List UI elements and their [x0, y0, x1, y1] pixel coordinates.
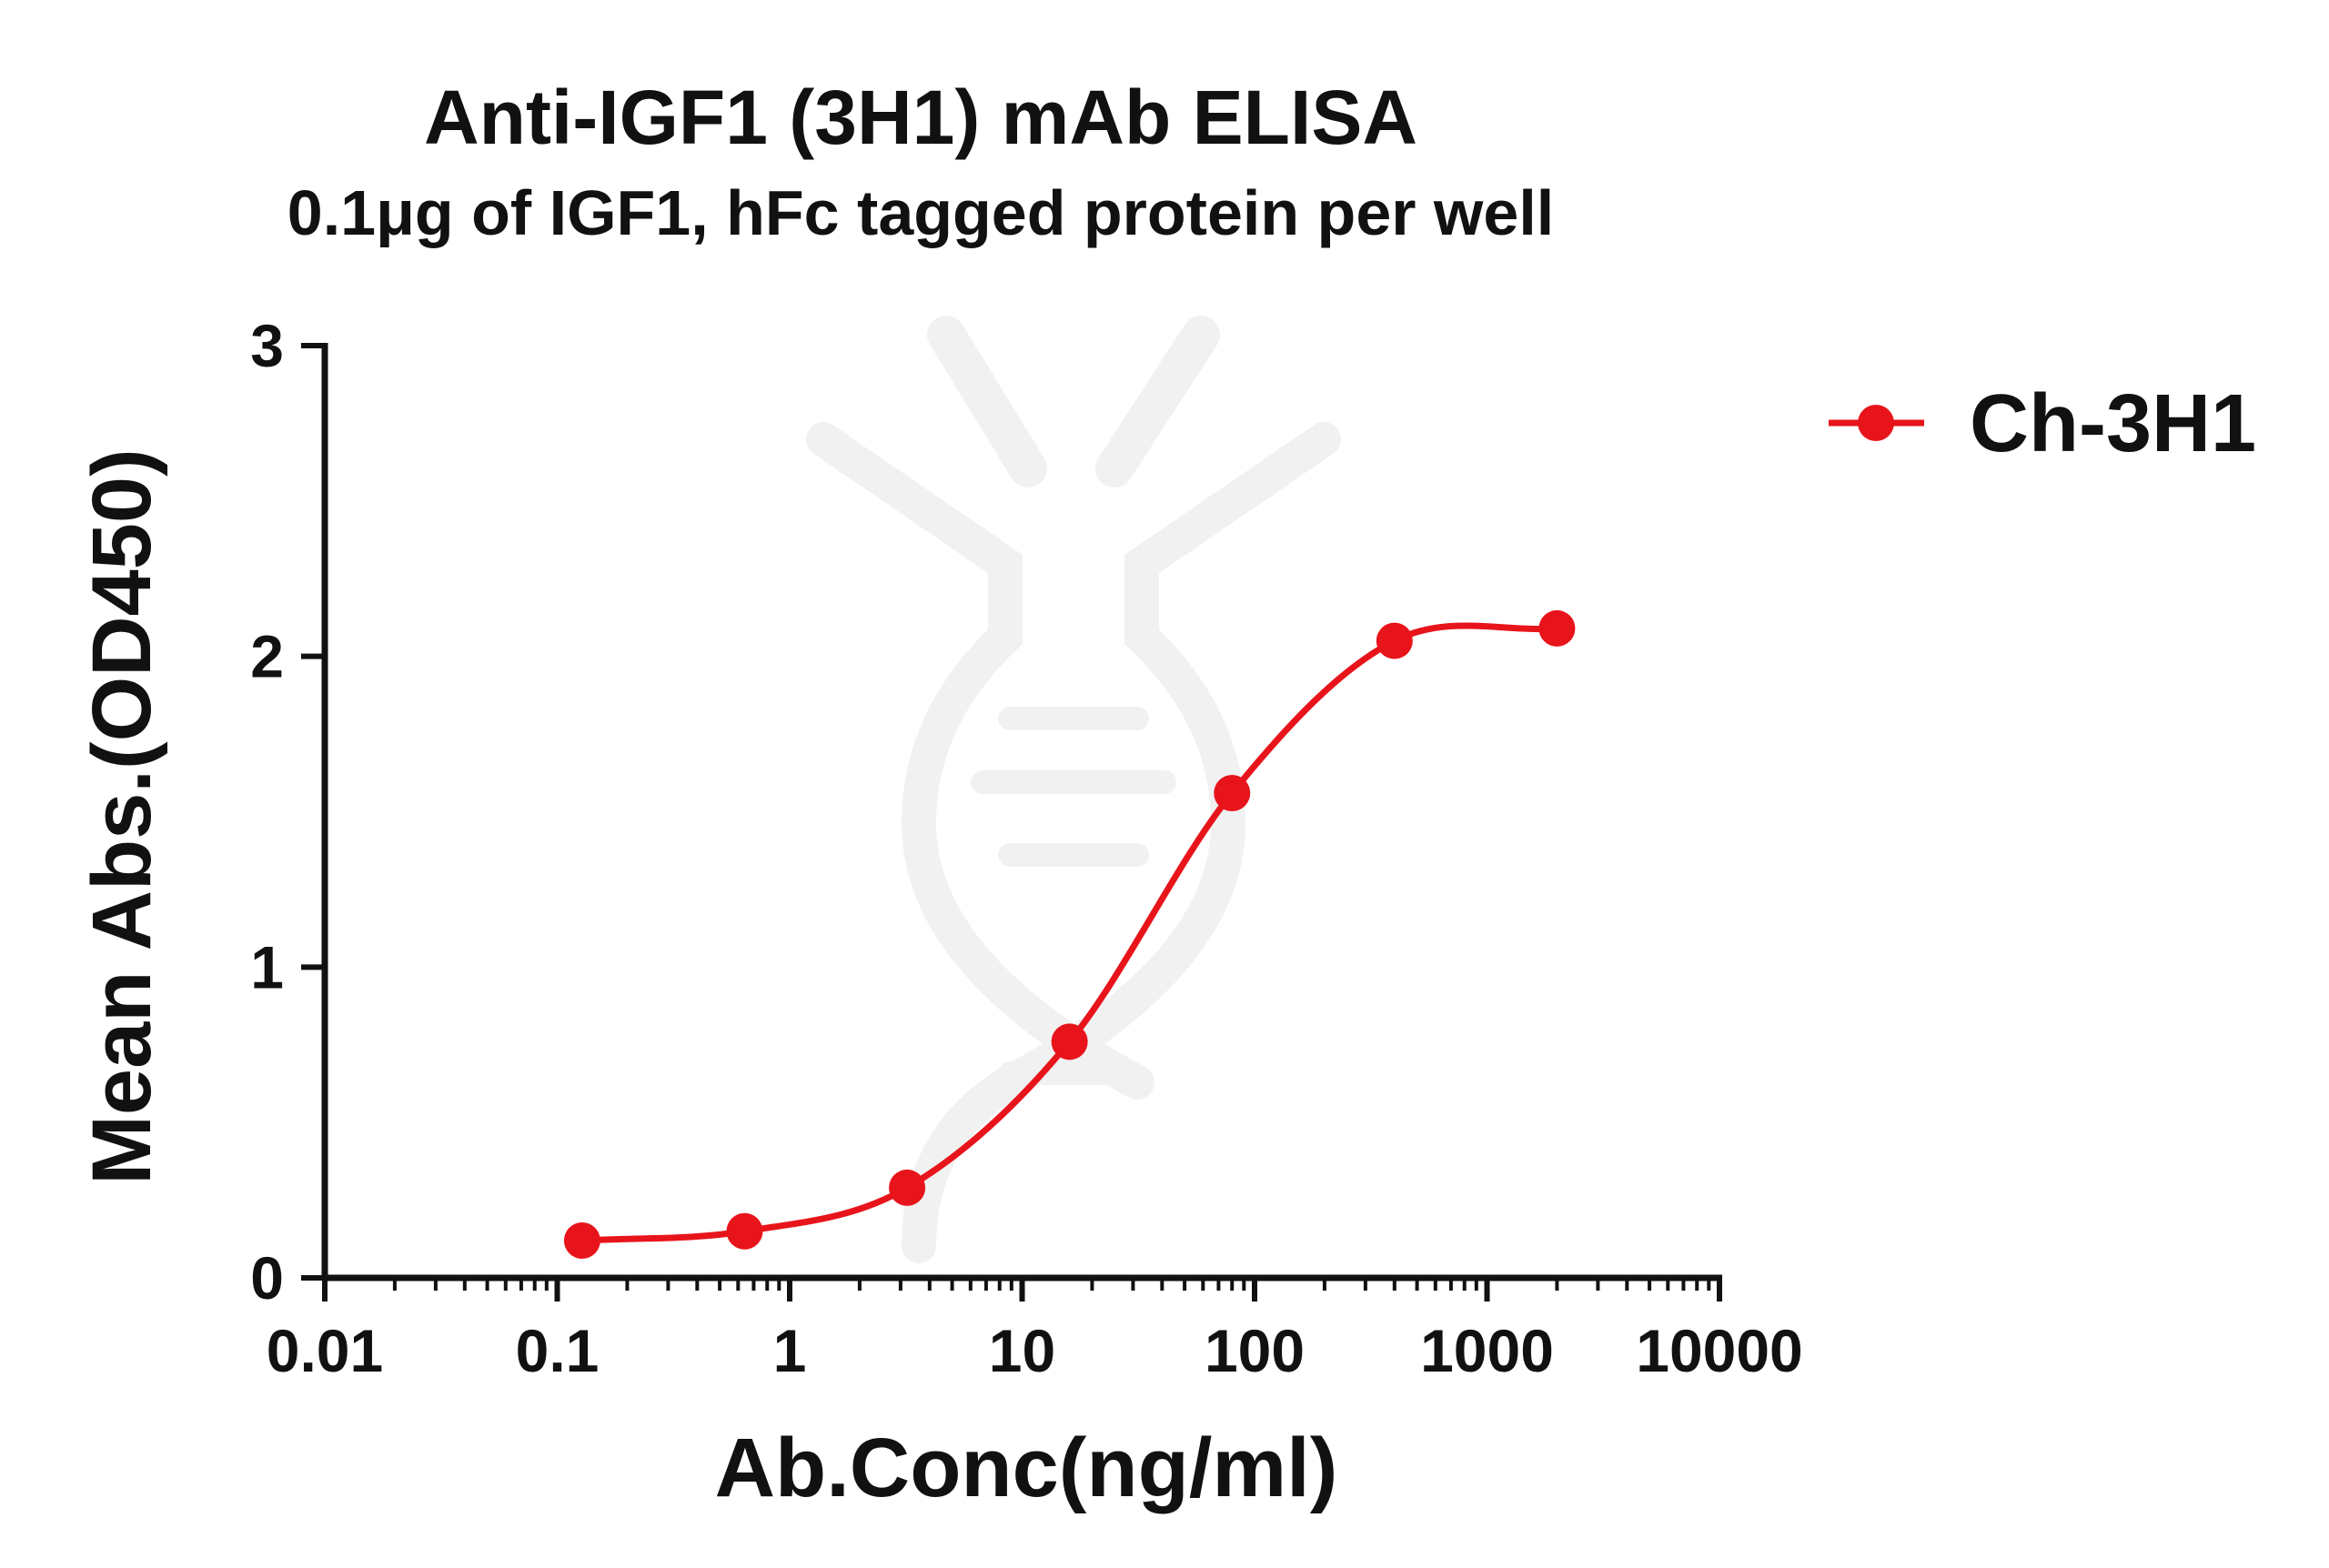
- x-tick-label: 10: [989, 1317, 1055, 1384]
- y-tick-label: 0: [250, 1244, 284, 1312]
- y-tick-labels: 0 1 2 3: [250, 312, 284, 1312]
- x-tick-label: 0.1: [516, 1317, 600, 1384]
- x-tick-label: 1: [773, 1317, 807, 1384]
- watermark-logo: [806, 316, 1341, 1263]
- x-tick-label: 10000: [1636, 1317, 1803, 1384]
- chart-subtitle: 0.1μg of IGF1, hFc tagged protein per we…: [287, 177, 1554, 248]
- x-axis-label: Ab.Conc(ng/ml): [715, 1422, 1338, 1514]
- x-tick-label: 100: [1205, 1317, 1305, 1384]
- plot-area: [563, 609, 1576, 1259]
- data-point: [1538, 609, 1576, 647]
- data-point: [889, 1169, 926, 1206]
- legend-marker: [1858, 405, 1894, 441]
- y-tick-label: 2: [250, 623, 284, 690]
- y-tick-label: 1: [250, 933, 284, 1000]
- x-tick-labels: 0.01 0.1 1 10 100 1000 10000: [267, 1317, 1803, 1384]
- y-axis-label: Mean Abs.(OD450): [76, 448, 168, 1184]
- data-point: [563, 1222, 600, 1259]
- data-point: [1051, 1023, 1088, 1060]
- data-point: [1214, 775, 1251, 811]
- axes: [301, 343, 1722, 1302]
- legend: Ch-3H1: [1829, 378, 2256, 469]
- legend-label: Ch-3H1: [1970, 378, 2256, 469]
- y-tick-label: 3: [250, 312, 284, 379]
- x-tick-label: 0.01: [267, 1317, 383, 1384]
- chart-title: Anti-IGF1 (3H1) mAb ELISA: [424, 75, 1417, 160]
- data-point: [1376, 622, 1413, 659]
- data-point: [726, 1212, 763, 1250]
- x-tick-label: 1000: [1420, 1317, 1554, 1384]
